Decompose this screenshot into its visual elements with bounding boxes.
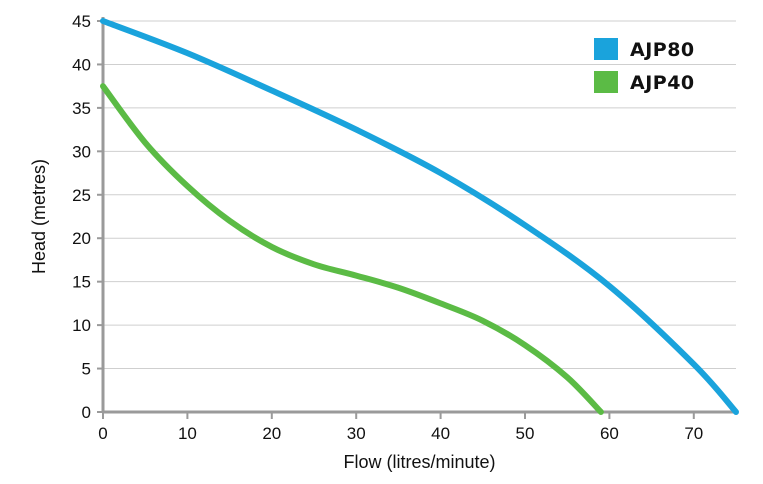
y-axis-title: Head (metres) [29, 159, 49, 274]
legend-label-ajp40: AJP40 [630, 72, 695, 94]
legend-label-ajp80: AJP80 [630, 39, 695, 61]
y-tick-label: 15 [72, 273, 91, 292]
legend: AJP80 AJP40 [594, 38, 695, 94]
legend-swatch-ajp40 [594, 71, 618, 93]
legend-swatch-ajp80 [594, 38, 618, 60]
x-tick-label: 20 [262, 424, 281, 443]
y-tick-label: 25 [72, 186, 91, 205]
y-tick-labels: 0 5 10 15 20 25 30 35 40 45 [72, 12, 91, 422]
x-tick-label: 60 [600, 424, 619, 443]
x-tick-label: 10 [178, 424, 197, 443]
series-line-ajp40 [100, 83, 604, 415]
x-tick-label: 30 [347, 424, 366, 443]
y-tick-label: 5 [82, 360, 91, 379]
y-tick-label: 0 [82, 403, 91, 422]
y-tick-label: 20 [72, 229, 91, 248]
series-line-ajp80 [100, 18, 739, 415]
gridlines [103, 20, 736, 370]
x-tick-label: 0 [98, 424, 107, 443]
x-tick-label: 50 [516, 424, 535, 443]
x-tick-labels: 0 10 20 30 40 50 60 70 [98, 424, 703, 443]
y-tick-label: 10 [72, 316, 91, 335]
x-axis-title: Flow (litres/minute) [343, 452, 495, 472]
axes [97, 17, 736, 419]
x-tick-label: 70 [684, 424, 703, 443]
y-tick-label: 35 [72, 99, 91, 118]
y-tick-label: 40 [72, 55, 91, 74]
x-tick-label: 40 [431, 424, 450, 443]
series-lines [100, 18, 739, 415]
y-tick-label: 30 [72, 142, 91, 161]
y-tick-label: 45 [72, 12, 91, 31]
